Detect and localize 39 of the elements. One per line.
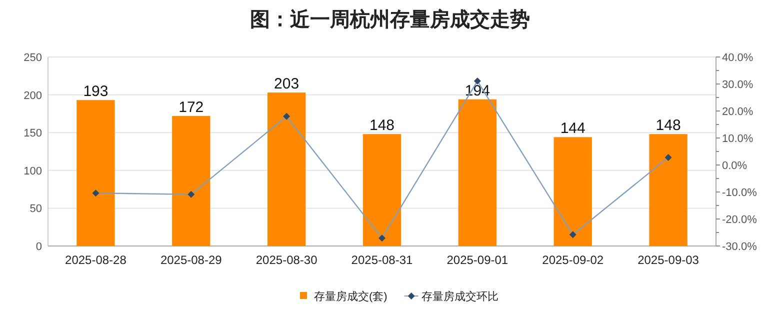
x-tick-label: 2025-08-29 <box>160 253 222 267</box>
x-tick-label: 2025-08-30 <box>256 253 318 267</box>
legend-label: 存量房成交环比 <box>421 290 498 303</box>
data-label: 194 <box>464 82 490 100</box>
bar <box>76 100 115 246</box>
y2-tick-label: 20.0% <box>722 106 754 118</box>
y-tick-label: 150 <box>24 128 42 140</box>
y-tick-label: 50 <box>30 203 42 216</box>
y2-tick-label: -10.0% <box>722 187 758 199</box>
x-tick-label: 2025-08-31 <box>351 253 414 267</box>
y2-tick-label: -20.0% <box>722 214 758 226</box>
data-label: 203 <box>274 76 300 93</box>
bar <box>267 92 306 246</box>
data-label: 172 <box>178 98 204 116</box>
y2-tick-label: 0.0% <box>722 160 748 172</box>
x-tick-label: 2025-08-28 <box>65 253 127 267</box>
y2-tick-label: 30.0% <box>722 79 754 91</box>
x-tick-label: 2025-09-03 <box>638 253 700 267</box>
y-tick-label: 250 <box>24 52 42 64</box>
y-tick-label: 200 <box>24 90 42 102</box>
y2-tick-label: 40.0% <box>722 52 754 64</box>
y-tick-label: 100 <box>24 165 42 178</box>
bar <box>362 134 402 246</box>
存量房成交(套): 193 172 203 148 194 144 148 <box>76 76 688 246</box>
chart-title: 图：近一周杭州存量房成交走势 <box>250 8 530 31</box>
x-tick-label: 2025-09-01 <box>446 253 508 267</box>
legend-label: 存量房成交(套) <box>314 290 388 303</box>
data-label: 148 <box>369 117 395 134</box>
x-tick-label: 2025-09-02 <box>542 253 604 267</box>
bar <box>458 99 497 246</box>
y2-tick-label: 10.0% <box>722 133 754 145</box>
data-label: 148 <box>656 117 681 134</box>
y-tick-label: 0 <box>36 241 42 253</box>
bar <box>554 137 592 246</box>
data-label: 193 <box>83 83 108 100</box>
data-label: 144 <box>560 120 586 138</box>
bar <box>649 134 688 246</box>
y2-tick-label: -30.0% <box>722 241 758 253</box>
bar <box>172 116 210 246</box>
